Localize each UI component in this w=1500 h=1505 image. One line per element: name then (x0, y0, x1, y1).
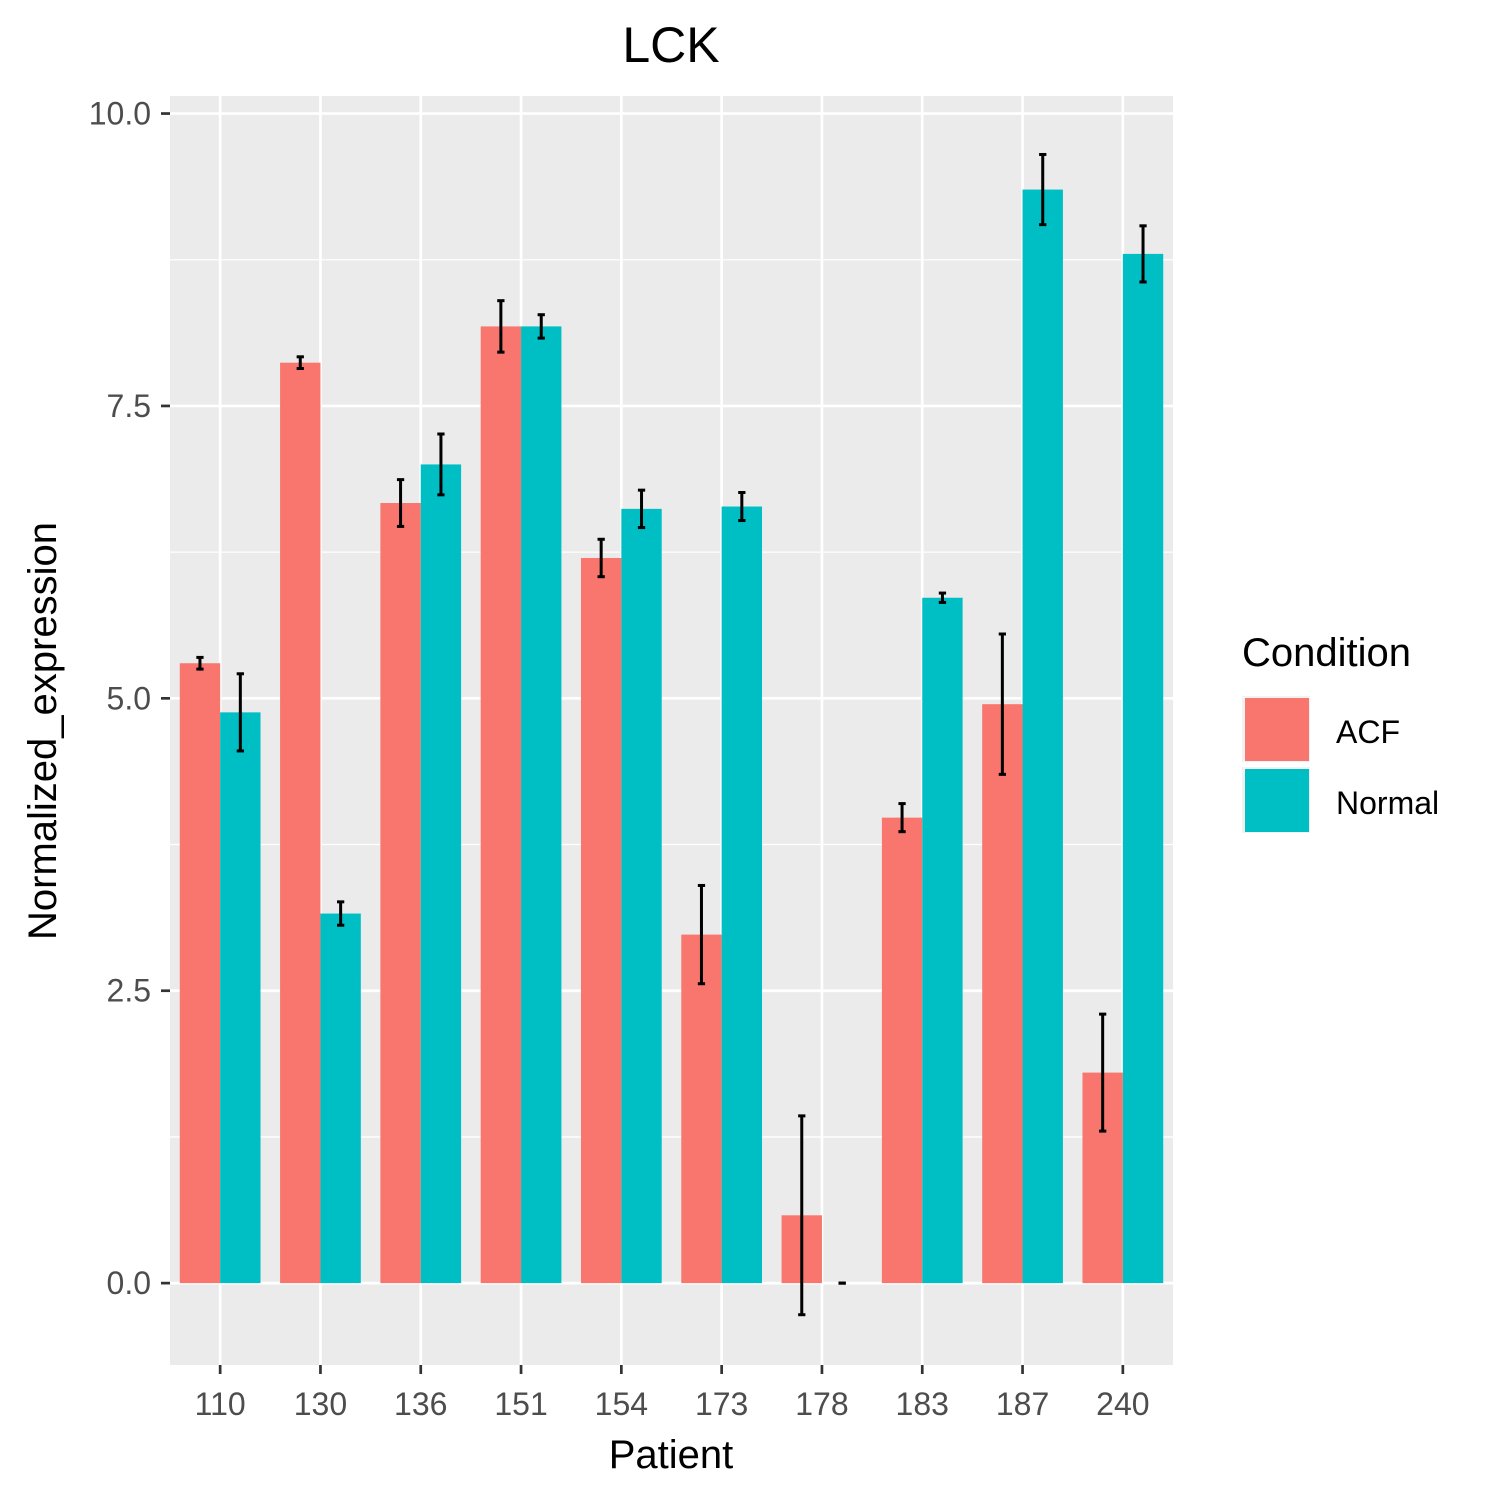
bar-acf-187 (982, 704, 1023, 1284)
error-bar-normal-240 (1139, 224, 1147, 284)
error-bar-acf-178 (798, 1114, 806, 1317)
x-tick-label-154: 154 (595, 1386, 648, 1422)
error-bar-acf-110 (196, 655, 204, 671)
error-bar-normal-173 (738, 490, 746, 523)
y-tick-label-4: 10.0 (89, 96, 151, 132)
error-bar-normal-110 (236, 672, 244, 753)
error-bar-acf-130 (296, 355, 304, 371)
legend-label-normal: Normal (1336, 785, 1439, 821)
error-bar-normal-130 (337, 900, 345, 927)
x-tick-label-130: 130 (294, 1386, 347, 1422)
bar-acf-136 (380, 503, 421, 1284)
error-bar-acf-154 (597, 537, 605, 579)
bar-acf-130 (280, 362, 321, 1284)
error-bar-normal-136 (437, 432, 445, 497)
bar-normal-151 (521, 326, 562, 1284)
bar-normal-136 (420, 464, 462, 1284)
bar-acf-173 (681, 934, 722, 1284)
bar-acf-110 (179, 663, 221, 1284)
bar-acf-154 (580, 557, 622, 1284)
y-tick-label-3: 7.5 (107, 388, 151, 424)
error-bar-normal-187 (1039, 152, 1047, 227)
x-axis-title: Patient (609, 1433, 734, 1477)
x-tick-label-136: 136 (394, 1386, 447, 1422)
error-bar-normal-151 (537, 313, 545, 340)
x-tick-label-183: 183 (896, 1386, 949, 1422)
bar-normal-154 (621, 508, 662, 1284)
bar-normal-130 (320, 913, 361, 1284)
bar-normal-173 (721, 506, 763, 1284)
x-tick-label-178: 178 (795, 1386, 848, 1422)
error-bar-acf-183 (898, 802, 906, 834)
error-bar-acf-136 (396, 478, 405, 528)
bar-acf-183 (881, 817, 923, 1284)
error-bar-acf-187 (998, 632, 1006, 776)
bars (179, 189, 1164, 1284)
bar-normal-110 (220, 712, 261, 1284)
error-bars (196, 152, 1147, 1317)
y-tick-label-0: 0.0 (107, 1265, 151, 1301)
legend-swatch-acf (1245, 698, 1309, 761)
error-bar-normal-154 (637, 488, 646, 530)
x-tick-label-187: 187 (996, 1386, 1049, 1422)
x-tick-label-110: 110 (195, 1386, 246, 1422)
legend-label-acf: ACF (1336, 714, 1400, 750)
chart-title: LCK (622, 17, 719, 73)
error-bar-normal-183 (938, 591, 947, 604)
bar-acf-151 (480, 326, 522, 1284)
bar-normal-187 (1022, 189, 1063, 1284)
axes: 0.0 2.5 5.0 7.5 10.0 110 130 136 151 154 173 178 183… (89, 96, 1150, 1422)
error-bar-acf-240 (1099, 1012, 1107, 1133)
bar-normal-183 (922, 597, 963, 1284)
y-tick-label-1: 2.5 (107, 973, 151, 1009)
y-tick-label-2: 5.0 (107, 680, 151, 716)
x-tick-label-173: 173 (695, 1386, 748, 1422)
x-tick-label-151: 151 (494, 1386, 547, 1422)
y-axis-title: Normalized_expression (21, 522, 65, 940)
x-tick-label-240: 240 (1096, 1386, 1149, 1422)
error-bar-acf-151 (497, 299, 505, 354)
legend: Condition ACF Normal (1242, 631, 1439, 833)
legend-swatch-normal (1245, 769, 1309, 832)
legend-title: Condition (1242, 631, 1411, 675)
error-bar-acf-173 (697, 883, 706, 986)
bar-normal-240 (1122, 253, 1164, 1284)
